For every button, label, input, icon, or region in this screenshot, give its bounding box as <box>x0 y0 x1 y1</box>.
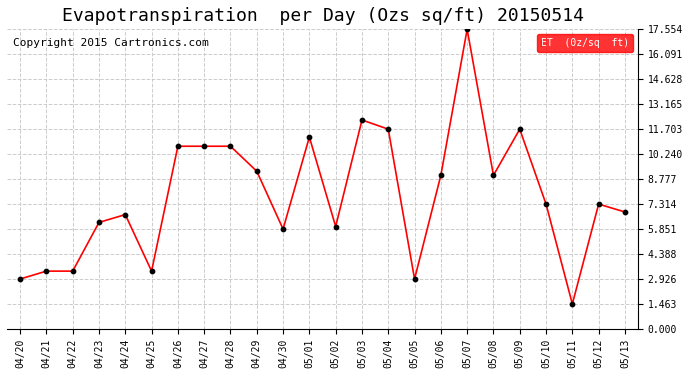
Point <box>620 209 631 215</box>
Point <box>41 268 52 274</box>
Point <box>67 268 78 274</box>
Point <box>383 126 394 132</box>
Text: Copyright 2015 Cartronics.com: Copyright 2015 Cartronics.com <box>13 38 209 48</box>
Legend: ET  (0z/sq  ft): ET (0z/sq ft) <box>538 34 633 52</box>
Point <box>120 211 131 217</box>
Point <box>409 276 420 282</box>
Point <box>514 126 525 132</box>
Point <box>566 301 578 307</box>
Point <box>14 276 26 282</box>
Point <box>462 26 473 32</box>
Point <box>199 143 210 149</box>
Point <box>330 224 341 230</box>
Point <box>93 219 104 225</box>
Point <box>277 226 288 232</box>
Point <box>593 201 604 207</box>
Point <box>488 172 499 178</box>
Point <box>304 134 315 140</box>
Point <box>225 143 236 149</box>
Point <box>251 168 262 174</box>
Point <box>357 117 368 123</box>
Point <box>172 143 184 149</box>
Point <box>146 268 157 274</box>
Point <box>540 201 551 207</box>
Point <box>435 172 446 178</box>
Title: Evapotranspiration  per Day (Ozs sq/ft) 20150514: Evapotranspiration per Day (Ozs sq/ft) 2… <box>61 7 584 25</box>
